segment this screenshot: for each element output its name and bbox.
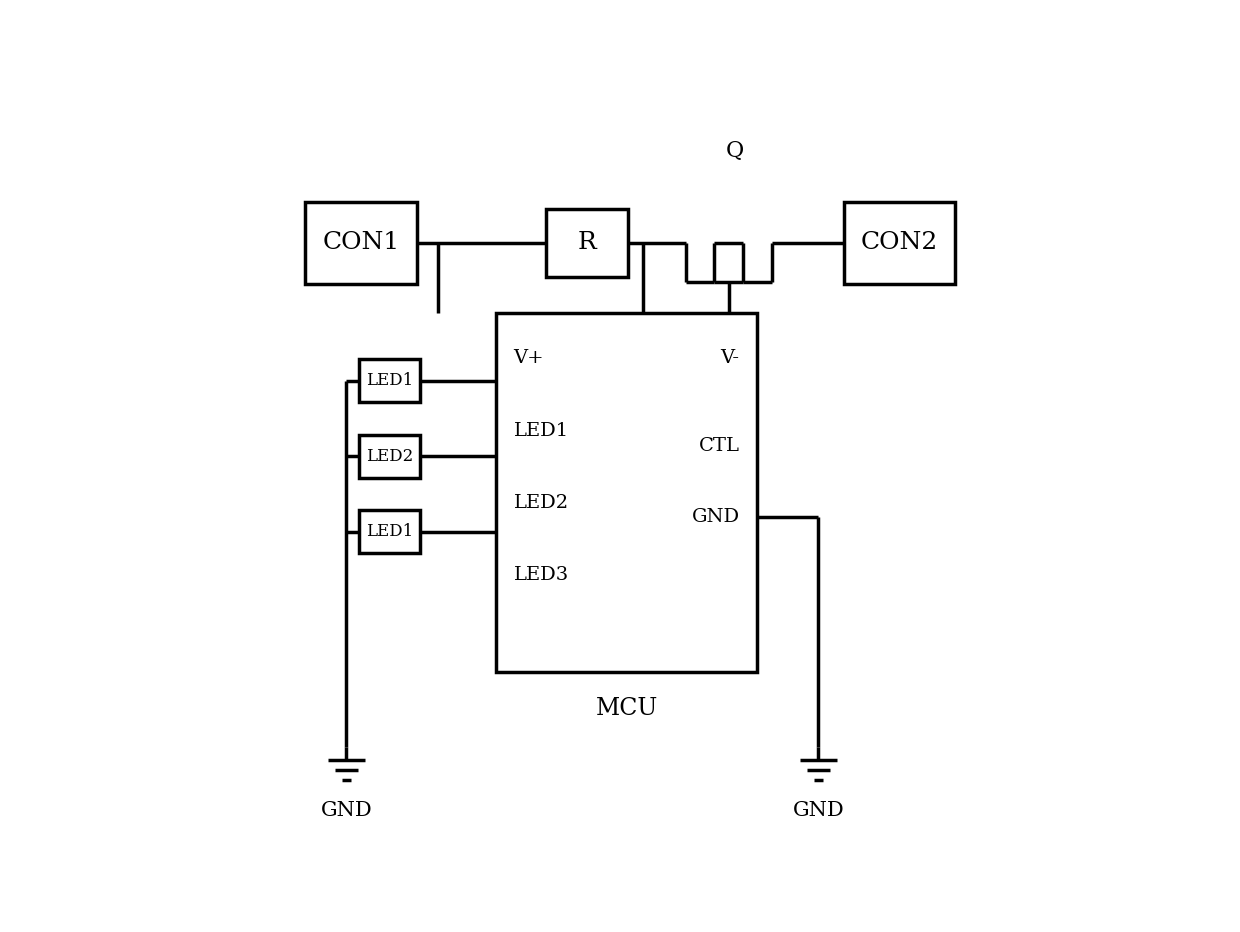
Bar (843, 201, 955, 284)
Text: LED2: LED2 (513, 494, 569, 512)
Bar (496, 313, 758, 672)
Text: GND: GND (692, 508, 739, 527)
Text: CON2: CON2 (861, 231, 937, 254)
Bar (360, 510, 420, 554)
Bar (546, 209, 629, 277)
Text: CTL: CTL (698, 436, 739, 455)
Text: LED1: LED1 (366, 373, 413, 390)
Text: Q: Q (725, 141, 744, 162)
Text: CON1: CON1 (322, 231, 399, 254)
Text: LED1: LED1 (513, 422, 569, 440)
Bar (305, 201, 417, 284)
Text: V+: V+ (513, 349, 544, 366)
Text: LED2: LED2 (366, 447, 413, 465)
Text: LED3: LED3 (513, 566, 569, 583)
Text: R: R (578, 231, 596, 254)
Text: V-: V- (720, 349, 739, 366)
Text: GND: GND (792, 802, 844, 820)
Bar (360, 360, 420, 403)
Text: GND: GND (320, 802, 372, 820)
Bar (360, 434, 420, 478)
Text: LED1: LED1 (366, 523, 413, 541)
Text: MCU: MCU (595, 697, 657, 720)
